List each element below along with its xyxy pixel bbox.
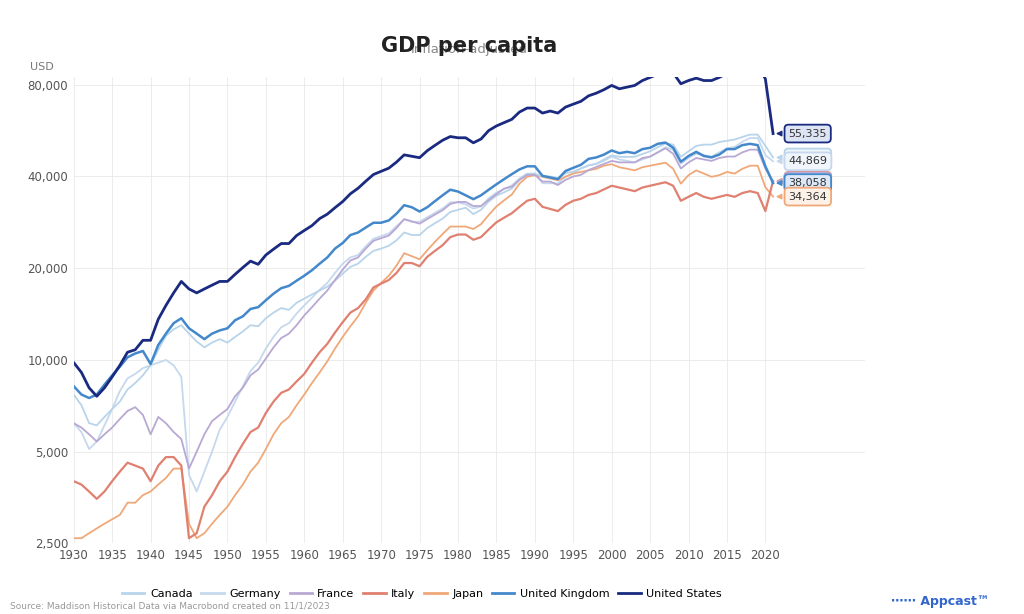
Text: USD: USD [30, 62, 54, 72]
Title: GDP per capita: GDP per capita [381, 36, 558, 56]
Text: ⋯⋯ Appcast™: ⋯⋯ Appcast™ [891, 595, 989, 608]
Text: Source: Maddison Historical Data via Macrobond created on 11/1/2023: Source: Maddison Historical Data via Mac… [10, 602, 330, 611]
Text: 38,058: 38,058 [777, 178, 827, 188]
Text: 55,335: 55,335 [777, 128, 827, 139]
Text: 44,869: 44,869 [777, 157, 827, 166]
Legend: Canada, Germany, France, Italy, Japan, United Kingdom, United States: Canada, Germany, France, Italy, Japan, U… [118, 585, 726, 603]
Text: 38,516: 38,516 [777, 176, 827, 187]
Text: 46,178: 46,178 [777, 152, 827, 163]
Text: 38,674: 38,674 [777, 176, 827, 186]
Text: 34,364: 34,364 [777, 192, 827, 201]
Text: Inflation-adjusted: Inflation-adjusted [411, 43, 528, 56]
